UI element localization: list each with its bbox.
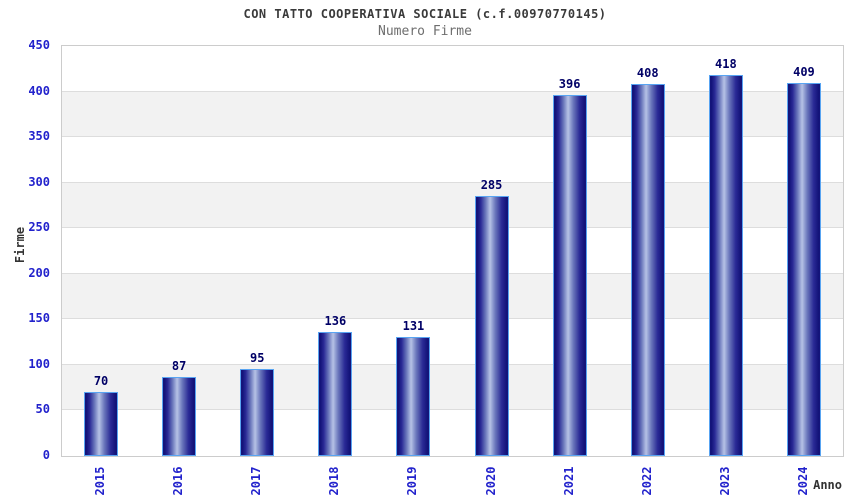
x-axis-tick-label: 2019 bbox=[405, 466, 420, 496]
bar-value-label: 418 bbox=[715, 57, 737, 72]
y-axis-tick-label: 350 bbox=[28, 129, 50, 144]
gridline bbox=[62, 318, 843, 320]
bar bbox=[708, 75, 743, 456]
gridline bbox=[62, 136, 843, 138]
bar bbox=[318, 332, 353, 456]
x-axis-tick-label: 2017 bbox=[249, 466, 264, 496]
x-axis-tick-label: 2024 bbox=[795, 466, 810, 496]
gridline bbox=[62, 409, 843, 411]
y-axis-tick-label: 300 bbox=[28, 174, 50, 189]
bar bbox=[552, 95, 587, 456]
bar bbox=[786, 83, 821, 456]
y-axis-tick-label: 400 bbox=[28, 83, 50, 98]
bar bbox=[162, 376, 197, 456]
x-axis-tick-label: 2020 bbox=[483, 466, 498, 496]
y-axis-tick-label: 250 bbox=[28, 220, 50, 235]
bar-value-label: 409 bbox=[793, 65, 815, 80]
x-axis-tick-label: 2021 bbox=[561, 466, 576, 496]
chart-subtitle: Numero Firme bbox=[378, 24, 472, 39]
y-axis-tick-label: 100 bbox=[28, 356, 50, 371]
x-axis-tick-label: 2016 bbox=[171, 466, 186, 496]
gridline bbox=[62, 272, 843, 274]
bar bbox=[84, 392, 119, 456]
gridline bbox=[62, 90, 843, 92]
bar-value-label: 396 bbox=[558, 77, 581, 92]
bar bbox=[474, 196, 509, 456]
bar bbox=[240, 369, 275, 456]
plot-area: 70 87 95 136 131 285 396 408 418 409 bbox=[61, 45, 844, 457]
bar-value-label: 70 bbox=[93, 374, 109, 389]
x-axis-tick-label: 2018 bbox=[327, 466, 342, 496]
y-axis-tick-label: 0 bbox=[42, 448, 50, 462]
x-axis-label: Anno bbox=[813, 478, 842, 492]
bar bbox=[396, 336, 431, 456]
gridline bbox=[62, 181, 843, 183]
bar-value-label: 131 bbox=[402, 318, 425, 333]
x-axis-tick-label: 2023 bbox=[717, 466, 732, 496]
bar-value-label: 87 bbox=[171, 358, 187, 373]
bar-value-label: 408 bbox=[636, 66, 659, 81]
bar bbox=[630, 84, 665, 456]
gridline bbox=[62, 363, 843, 365]
gridline bbox=[62, 227, 843, 229]
bar-value-label: 95 bbox=[250, 351, 265, 366]
x-axis-tick-label: 2022 bbox=[639, 466, 654, 496]
bar-value-label: 285 bbox=[480, 178, 503, 193]
y-axis-tick-label: 150 bbox=[28, 311, 50, 326]
y-axis-tick-label: 450 bbox=[28, 38, 50, 52]
y-axis-tick-label: 200 bbox=[28, 265, 50, 280]
x-axis-tick-label: 2015 bbox=[93, 466, 108, 496]
y-axis-tick-label: 50 bbox=[35, 402, 50, 417]
chart-title: CON TATTO COOPERATIVA SOCIALE (c.f.00970… bbox=[243, 7, 607, 21]
bar-value-label: 136 bbox=[324, 314, 347, 329]
